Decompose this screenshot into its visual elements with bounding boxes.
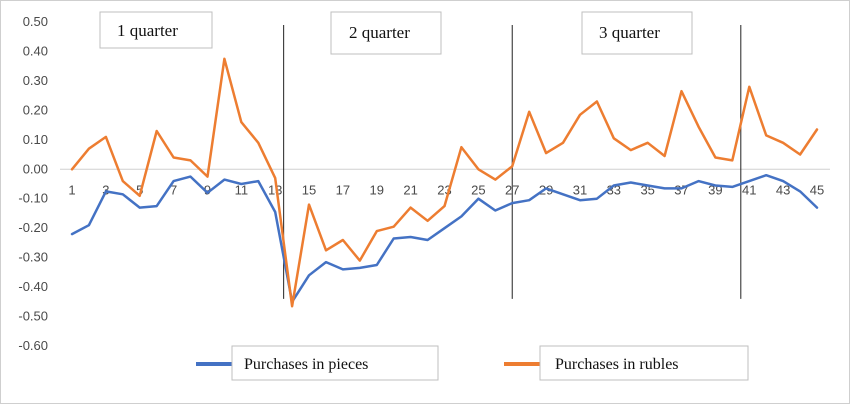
quarter-label-2-box (330, 11, 442, 55)
x-tick-label: 7 (170, 182, 177, 197)
y-tick-label: 0.50 (23, 14, 48, 29)
quarter-label-1-text: 1 quarter (117, 21, 178, 40)
legend-item-pieces-box (231, 345, 439, 381)
x-tick-label: 1 (68, 182, 75, 197)
quarter-label-2: 2 quarter (330, 11, 442, 55)
y-tick-label: 0.40 (23, 43, 48, 58)
y-tick-label: -0.20 (18, 220, 48, 235)
y-tick-label: -0.40 (18, 279, 48, 294)
x-tick-label: 37 (674, 182, 688, 197)
quarter-label-3-box (581, 11, 693, 55)
y-axis-tick-labels: 0.50 0.40 0.30 0.20 0.10 0.00 -0.10 -0.20 -0.30 -… (18, 14, 48, 353)
x-tick-label: 21 (403, 182, 417, 197)
quarter-label-1-box (99, 11, 213, 49)
legend: Purchases in pieces Purchases in rubles (196, 345, 749, 381)
legend-label-rubles: Purchases in rubles (555, 356, 679, 373)
quarter-label-3-text: 3 quarter (599, 23, 660, 42)
x-tick-label: 41 (742, 182, 756, 197)
x-tick-label: 15 (302, 182, 316, 197)
x-tick-label: 11 (235, 182, 249, 197)
legend-label-pieces: Purchases in pieces (244, 356, 368, 373)
x-tick-label: 45 (810, 182, 824, 197)
y-tick-label: -0.50 (18, 309, 48, 324)
y-tick-label: -0.60 (18, 338, 48, 353)
x-tick-label: 31 (573, 182, 587, 197)
x-tick-label: 19 (370, 182, 384, 197)
y-tick-label: 0.20 (23, 102, 48, 117)
quarter-label-2-text: 2 quarter (349, 23, 410, 42)
y-tick-label: 0.10 (23, 132, 48, 147)
series-line-rubles (70, 57, 819, 308)
x-tick-label: 17 (336, 182, 350, 197)
y-tick-label: -0.30 (18, 250, 48, 265)
y-tick-label: 0.30 (23, 73, 48, 88)
y-tick-label: 0.00 (23, 161, 48, 176)
x-tick-label: 9 (204, 182, 211, 197)
x-tick-label: 3 (102, 182, 109, 197)
x-tick-label: 5 (136, 182, 143, 197)
x-tick-label: 25 (471, 182, 485, 197)
quarter-label-1: 1 quarter (99, 11, 213, 49)
quarter-label-3: 3 quarter (581, 11, 693, 55)
x-tick-label: 43 (776, 182, 790, 197)
series-line-pieces (70, 173, 819, 304)
series-lines (70, 57, 819, 308)
x-tick-label: 13 (268, 182, 282, 197)
y-tick-label: -0.10 (18, 191, 48, 206)
legend-item-rubles-box (539, 345, 749, 381)
